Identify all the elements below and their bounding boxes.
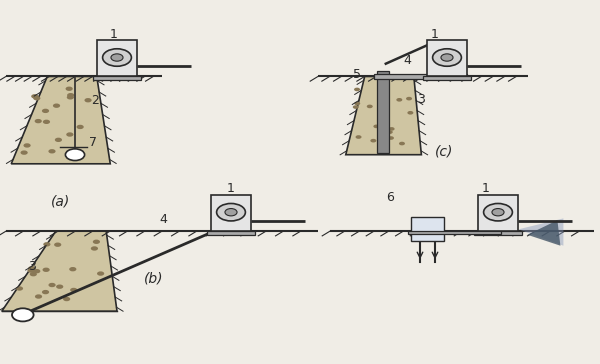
Circle shape <box>111 54 123 61</box>
Polygon shape <box>346 76 421 155</box>
Polygon shape <box>11 76 110 164</box>
Circle shape <box>353 105 359 109</box>
Circle shape <box>70 288 77 292</box>
Circle shape <box>399 142 405 145</box>
Bar <box>377 71 389 153</box>
Circle shape <box>42 109 49 113</box>
Circle shape <box>30 272 37 276</box>
Circle shape <box>35 294 42 299</box>
Circle shape <box>103 49 131 66</box>
Circle shape <box>31 94 38 99</box>
Circle shape <box>43 242 50 246</box>
Text: 3: 3 <box>28 260 35 273</box>
Circle shape <box>42 290 49 294</box>
Circle shape <box>406 97 412 100</box>
Circle shape <box>93 240 100 244</box>
Polygon shape <box>2 231 117 311</box>
Circle shape <box>56 285 64 289</box>
Text: 1: 1 <box>481 182 489 195</box>
Bar <box>207 231 255 235</box>
Circle shape <box>433 49 461 66</box>
Circle shape <box>354 88 360 91</box>
Circle shape <box>373 124 379 128</box>
Circle shape <box>28 266 35 270</box>
Text: (b): (b) <box>144 271 163 285</box>
Circle shape <box>370 139 376 142</box>
Circle shape <box>67 93 74 98</box>
Circle shape <box>217 203 245 221</box>
Bar <box>474 231 522 235</box>
Bar <box>427 40 467 76</box>
Circle shape <box>407 111 413 115</box>
Circle shape <box>387 130 393 134</box>
Circle shape <box>389 127 395 131</box>
Bar <box>478 195 518 231</box>
Circle shape <box>69 267 76 272</box>
Text: (a): (a) <box>51 195 70 209</box>
Circle shape <box>35 119 42 123</box>
Circle shape <box>23 143 31 148</box>
Circle shape <box>63 297 70 301</box>
Bar <box>374 74 467 79</box>
Circle shape <box>66 132 73 137</box>
Text: (c): (c) <box>435 145 454 159</box>
Circle shape <box>20 150 28 155</box>
Text: 7: 7 <box>89 136 97 149</box>
Circle shape <box>28 268 35 273</box>
Bar <box>211 195 251 231</box>
Circle shape <box>91 246 98 251</box>
Circle shape <box>492 209 504 216</box>
Polygon shape <box>527 220 560 246</box>
Bar <box>423 76 471 80</box>
Circle shape <box>43 120 50 124</box>
Circle shape <box>53 103 60 108</box>
Bar <box>93 76 141 80</box>
Text: 2: 2 <box>91 94 99 107</box>
Circle shape <box>85 98 92 102</box>
Circle shape <box>356 135 362 139</box>
Circle shape <box>12 308 34 321</box>
Text: 1: 1 <box>110 28 118 41</box>
Circle shape <box>55 138 62 142</box>
Bar <box>408 231 501 234</box>
Bar <box>411 217 444 241</box>
Circle shape <box>388 136 394 140</box>
Circle shape <box>16 286 23 291</box>
Circle shape <box>54 242 61 247</box>
Text: 5: 5 <box>353 68 361 80</box>
Polygon shape <box>518 218 563 246</box>
Circle shape <box>65 87 73 91</box>
Circle shape <box>33 269 40 273</box>
Circle shape <box>33 96 40 100</box>
Circle shape <box>225 209 237 216</box>
Circle shape <box>441 54 453 61</box>
Circle shape <box>49 149 56 154</box>
Circle shape <box>354 102 360 105</box>
Circle shape <box>397 98 403 102</box>
Circle shape <box>49 283 56 287</box>
Circle shape <box>97 272 104 276</box>
Text: 6: 6 <box>386 191 394 204</box>
Text: 4: 4 <box>159 213 167 226</box>
Circle shape <box>367 104 373 108</box>
Circle shape <box>43 268 50 272</box>
Circle shape <box>484 203 512 221</box>
Circle shape <box>65 149 85 161</box>
Text: 3: 3 <box>417 93 425 106</box>
Text: 1: 1 <box>226 182 234 195</box>
Text: 1: 1 <box>431 28 439 41</box>
Bar <box>97 40 137 76</box>
Circle shape <box>77 125 84 129</box>
Text: 4: 4 <box>403 55 411 67</box>
Circle shape <box>67 95 74 99</box>
